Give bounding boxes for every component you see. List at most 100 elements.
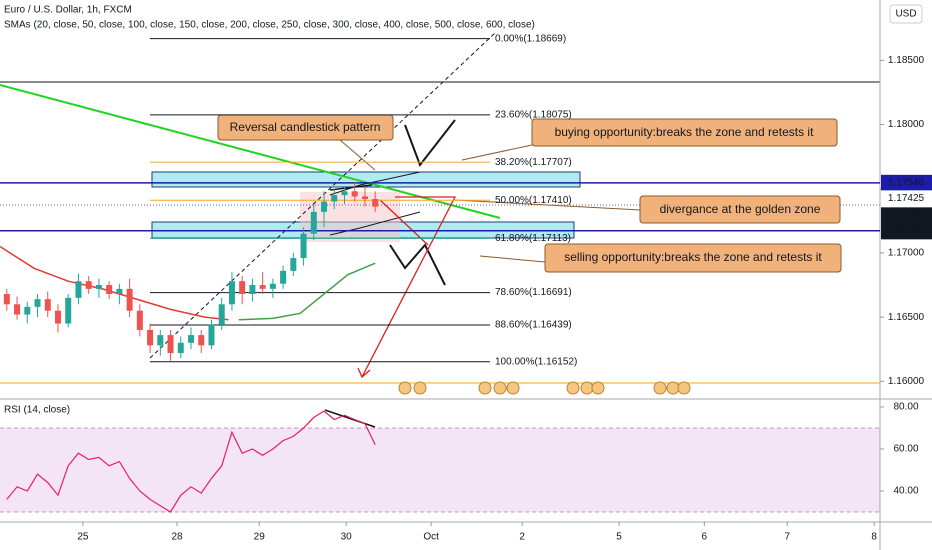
channel-line — [329, 211, 421, 236]
last-badge — [881, 207, 932, 240]
callout-text: Reversal candlestick pattern — [230, 120, 381, 134]
candle-body — [54, 310, 61, 324]
candle-body — [177, 342, 184, 354]
scenario-down — [389, 243, 446, 286]
sma-line — [238, 262, 376, 321]
callout-pointer — [479, 255, 546, 263]
price-tick-label: 1.16000 — [888, 376, 925, 387]
fib-label: 0.00%(1.18669) — [495, 33, 566, 44]
candle-body — [300, 233, 307, 259]
candle-body — [218, 304, 225, 325]
event-icons — [398, 381, 691, 395]
fib-label: 50.00%(1.17410) — [495, 195, 572, 206]
fib-label: 100.00%(1.16152) — [495, 356, 577, 367]
time-tick-label: 28 — [171, 532, 183, 543]
time-tick-label: Oct — [423, 532, 439, 543]
candle-body — [106, 285, 113, 295]
callout-text: selling opportunity:breaks the zone and … — [564, 250, 822, 264]
time-tick-label: 29 — [254, 532, 266, 543]
fib-label: 23.60%(1.18075) — [495, 110, 572, 121]
last-price-label: 1.17355 — [888, 210, 925, 221]
rsi-tick-label: 80.00 — [893, 402, 918, 413]
time-tick-label: 2 — [519, 532, 525, 543]
candle-body — [95, 285, 102, 289]
countdown-label: 28:30 — [893, 225, 918, 236]
candle-body — [269, 283, 276, 289]
time-tick-label: 8 — [871, 532, 877, 543]
fib-label: 38.20%(1.17707) — [495, 157, 572, 168]
rsi-title: RSI (14, close) — [4, 405, 70, 416]
candle-body — [24, 306, 31, 315]
candle-body — [228, 281, 235, 305]
candle-body — [361, 196, 368, 199]
time-tick-label: 25 — [77, 532, 89, 543]
candle-body — [14, 304, 21, 315]
candle-body — [249, 285, 256, 295]
fib-trend-line — [149, 32, 496, 359]
candle-body — [157, 335, 164, 346]
candle-body — [126, 288, 133, 311]
rsi-divergence — [324, 409, 376, 428]
callout-pointer — [454, 199, 641, 211]
time-tick-label: 7 — [784, 532, 790, 543]
rsi-tick-label: 60.00 — [893, 444, 918, 455]
candle-body — [290, 258, 297, 271]
price-divergence — [329, 184, 373, 191]
arrow-head — [357, 367, 371, 379]
time-tick-label: 30 — [341, 532, 353, 543]
candle-body — [147, 329, 154, 346]
candle-body — [341, 191, 348, 196]
candle-body — [321, 201, 328, 212]
price-badge-label: 1.17546 — [888, 177, 925, 188]
callout-box — [531, 118, 838, 147]
time-tick-label: 6 — [702, 532, 708, 543]
callout-pointer — [461, 144, 533, 161]
trend-line — [0, 84, 501, 219]
bid-label: 1.17425 — [888, 193, 925, 204]
candle-body — [259, 285, 266, 289]
price-tick-label: 1.16500 — [888, 312, 925, 323]
rsi-tick-label: 40.00 — [893, 486, 918, 497]
indicator-legend: SMAs (20, close, 50, close, 100, close, … — [4, 20, 535, 31]
scenario-up — [404, 119, 456, 168]
callout-text: buying opportunity:breaks the zone and r… — [555, 125, 814, 139]
candle-body — [198, 335, 205, 346]
candle-body — [239, 281, 246, 295]
candle-body — [34, 299, 41, 307]
currency-button[interactable] — [889, 4, 923, 24]
callout-pointer — [339, 139, 376, 171]
candle-body — [116, 288, 123, 295]
callout-text: divergance at the golden zone — [660, 202, 821, 216]
candle-body — [44, 299, 51, 311]
candle-body — [136, 310, 143, 330]
rsi-line — [6, 410, 376, 513]
red-arrow — [361, 196, 457, 378]
candle-body — [167, 335, 174, 354]
candle-body — [280, 270, 287, 284]
channel-line — [329, 171, 421, 196]
price-tick-label: 1.18000 — [888, 119, 925, 130]
candle-body — [188, 335, 195, 343]
rsi-band — [0, 427, 880, 513]
symbol-title: Euro / U.S. Dollar, 1h, FXCM — [4, 5, 132, 16]
fib-label: 61.80%(1.17113) — [495, 233, 571, 244]
candle-body — [351, 191, 358, 197]
resistance-zone — [151, 171, 581, 188]
fib-label: 78.60%(1.16691) — [495, 287, 572, 298]
candle-body — [310, 211, 317, 234]
candle-body — [75, 281, 82, 298]
price-tick-label: 1.17000 — [888, 248, 925, 259]
time-tick-label: 5 — [616, 532, 622, 543]
fib-label: 88.60%(1.16439) — [495, 320, 572, 331]
candle-body — [65, 297, 72, 324]
red-arrow — [379, 199, 429, 246]
callout-box — [544, 243, 842, 273]
candle-body — [3, 294, 10, 305]
bid-badge — [881, 190, 932, 207]
candle-body — [85, 281, 92, 289]
candle-body — [331, 195, 338, 202]
price-badge — [881, 174, 932, 191]
currency-label[interactable]: USD — [895, 9, 916, 20]
